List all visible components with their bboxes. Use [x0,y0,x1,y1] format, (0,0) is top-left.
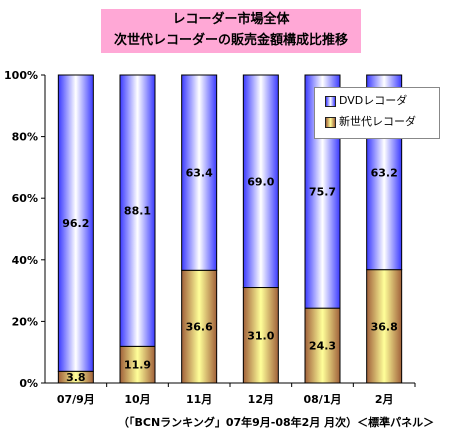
legend: DVDレコーダ 新世代レコーダ [314,87,440,139]
bar-dvd [119,74,156,347]
data-label-dvd: 75.7 [309,186,336,199]
x-tick-label: 10月 [124,393,150,406]
y-tick-label: 100% [4,69,38,82]
bar-dvd [181,74,218,271]
bar-dvd [242,74,279,289]
data-label-next-gen: 11.9 [124,359,151,372]
y-tick-label: 60% [12,192,38,205]
data-label-dvd: 88.1 [124,205,151,218]
y-tick-label: 40% [12,254,38,267]
data-label-next-gen: 31.0 [247,329,274,342]
data-label-next-gen: 36.8 [371,320,398,333]
bar-dvd [57,74,94,372]
legend-label-dvd: DVDレコーダ [339,94,408,107]
y-tick-label: 80% [12,131,38,144]
x-tick-label: 2月 [375,393,394,406]
bar-next-gen [242,287,279,384]
x-tick-label: 08/1月 [304,393,342,406]
y-tick-label: 0% [19,377,38,390]
legend-swatch-next-gen [325,116,336,128]
data-label-next-gen: 36.6 [186,321,213,334]
stacked-bar-chart: 0% 20% 40% 60% 80% 100% 07/9月 96.2 3.8 10月 88.1 11… [4,69,416,406]
legend-item-dvd: DVDレコーダ [325,94,407,108]
x-tick-label: 12月 [248,393,274,406]
data-label-next-gen: 3.8 [66,371,86,384]
chart-title-line1: レコーダー市場全体 [172,12,290,27]
data-label-dvd: 69.0 [247,175,274,188]
chart-title-line2: 次世代レコーダーの販売金額構成比推移 [113,33,348,48]
y-tick-label: 20% [12,315,38,328]
footnote: （「BCNランキング」07年9月-08年2月 月次）＜標準パネル＞ [118,416,435,429]
legend-item-next-gen: 新世代レコーダ [325,115,416,129]
data-label-dvd: 63.4 [186,167,213,180]
x-tick-label: 11月 [186,393,212,406]
legend-label-next-gen: 新世代レコーダ [339,115,416,128]
data-label-dvd: 96.2 [62,217,89,230]
x-tick-label: 07/9月 [57,393,95,406]
data-label-dvd: 63.2 [371,166,398,179]
data-label-next-gen: 24.3 [309,340,336,353]
legend-swatch-dvd [325,95,336,107]
chart-title-box: レコーダー市場全体 次世代レコーダーの販売金額構成比推移 [101,9,361,53]
